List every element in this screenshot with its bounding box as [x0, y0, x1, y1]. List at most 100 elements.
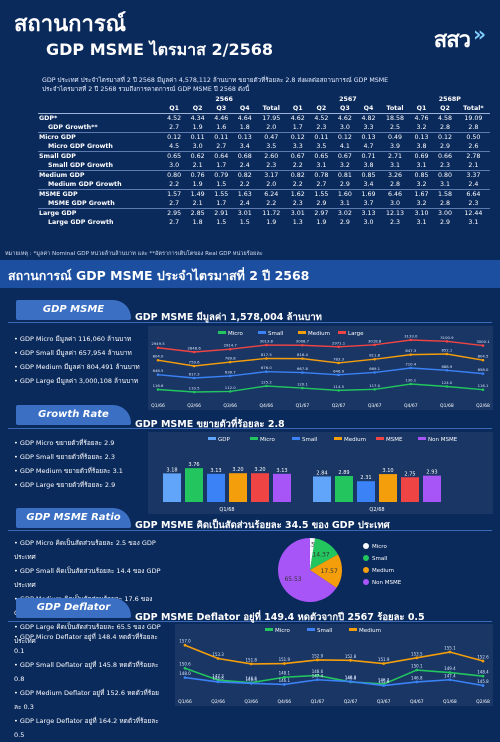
data-label: 148.0	[179, 671, 191, 676]
table-cell: 1.67	[409, 189, 434, 199]
table-row: Small GDP Growth 3.0 2.1 1.7 2.4 2.3 2.2 3.1 3.2…	[38, 161, 490, 171]
table-row: Medium GDP 0.80 0.76 0.79 0.82 3.17 0.82 0.78 0.…	[38, 170, 490, 180]
list-item: GDP Small Deflator อยู่ที่ 145.8 หดตัวที…	[14, 658, 164, 686]
data-label: 145.8	[477, 679, 489, 684]
table-cell: 2.2	[292, 181, 303, 188]
table-cell: 2.85	[185, 208, 210, 218]
table-cell: 3.1	[416, 219, 427, 226]
data-point	[481, 344, 485, 347]
data-point	[156, 358, 160, 362]
data-label: 124.0	[441, 380, 452, 385]
data-label: 146.9	[345, 675, 357, 680]
table-cell: 2.8	[389, 181, 400, 188]
table-cell: 4.76	[414, 115, 429, 122]
data-label: 117.0	[369, 383, 380, 388]
data-label: 146.8	[411, 675, 423, 680]
table-cell: 3.0	[169, 162, 180, 169]
table-cell: 1.62	[286, 189, 310, 199]
table-note: หมายเหตุ : *มูลค่า Nominal GDP หน่วยล้าน…	[5, 251, 263, 257]
table-cell: 1.9	[266, 219, 277, 226]
table-cell: 3.5	[316, 143, 327, 150]
data-label: 667.8	[297, 366, 308, 371]
table-cell: 1.8	[192, 219, 203, 226]
bar-value-label: 3.76	[188, 462, 199, 468]
data-label: 155.1	[444, 646, 456, 651]
data-point	[337, 373, 340, 377]
column-header: Total*	[456, 104, 490, 114]
legend-swatch	[376, 437, 384, 440]
gdp-table: 2566 2567 2568P Q1 Q2 Q3 Q4 Total Q1 Q2 Q3 Q4 Tot…	[38, 95, 490, 227]
column-header: Q4	[233, 104, 257, 114]
table-cell: 3.4	[363, 181, 374, 188]
column-header: Total	[380, 104, 410, 114]
column-header: Q4	[356, 104, 381, 114]
data-label: 116.6	[153, 383, 164, 388]
table-cell: 2.1	[468, 162, 479, 169]
table-row: Micro GDP 0.12 0.11 0.11 0.13 0.47 0.12 0.11 0.1…	[38, 132, 490, 142]
pie-slice-micro	[310, 538, 316, 570]
table-cell: 0.64	[209, 151, 233, 161]
table-cell: 0.11	[209, 132, 233, 142]
section-banner	[0, 260, 500, 288]
table-cell: 2.3	[468, 200, 479, 207]
row-label: GDP Growth**	[48, 124, 98, 131]
column-header: Q2	[185, 104, 210, 114]
bar-value-label: 3.13	[276, 468, 287, 474]
bar	[335, 475, 353, 502]
data-label: 3000.1	[476, 339, 490, 344]
page-title: สถานการณ์	[14, 12, 127, 37]
bar	[313, 476, 331, 502]
data-point	[316, 658, 319, 662]
x-tick-label: Q3/67	[377, 699, 391, 705]
bar-value-label: 3.13	[210, 468, 221, 474]
table-row: MSME GDP 1.57 1.49 1.55 1.63 6.24 1.62 1.55 1.60…	[38, 189, 490, 199]
data-point	[156, 373, 160, 376]
table-cell: 4.62	[290, 115, 305, 122]
slice-label: 17.57	[321, 568, 338, 575]
data-point	[301, 357, 304, 360]
table-cell: 2.0	[266, 181, 277, 188]
data-point	[192, 350, 196, 354]
table-cell: 0.12	[333, 132, 357, 142]
list-item: GDP Large Deflator อยู่ที่ 164.2 หดตัวที…	[14, 714, 164, 742]
bar-value-label: 2.89	[338, 470, 349, 476]
data-point	[282, 675, 286, 679]
data-point	[349, 658, 352, 662]
table-cell: 3.8	[363, 162, 374, 169]
table-cell: 1.5	[239, 219, 250, 226]
x-tick-label: Q1/66	[178, 699, 192, 705]
x-tick-label: Q2/67	[344, 699, 358, 705]
series-line-small	[157, 367, 484, 379]
data-label: 852.1	[441, 348, 452, 353]
legend-swatch	[208, 437, 216, 440]
section-tab-deflator: GDP Deflator	[16, 598, 131, 618]
bar-value-label: 3.18	[166, 467, 177, 473]
data-point	[183, 676, 187, 679]
table-cell: 3.26	[380, 170, 410, 180]
series-line-small	[184, 676, 484, 687]
data-point	[448, 671, 452, 674]
data-label: 3013.8	[260, 339, 274, 344]
row-label: Small GDP	[38, 151, 163, 161]
data-label: 2914.7	[224, 343, 238, 348]
data-label: 147.3	[212, 674, 224, 679]
data-label: 116.1	[478, 383, 489, 388]
table-cell: 3.7	[363, 200, 374, 207]
table-cell: 0.65	[162, 151, 186, 161]
table-row: Medium GDP Growth 2.2 1.9 1.5 2.2 2.0 2.2 2.7 2.…	[38, 180, 490, 190]
table-cell: 2.2	[169, 181, 180, 188]
table-cell: 2.3	[389, 219, 400, 226]
data-label: 146.8	[212, 675, 224, 680]
data-label: 658.0	[478, 367, 489, 372]
data-label: 688.9	[441, 364, 452, 369]
table-cell: 0.82	[233, 170, 257, 180]
data-point	[301, 386, 304, 390]
table-cell: 3.2	[416, 124, 427, 131]
data-label: 152.6	[477, 655, 489, 660]
data-label: 3133.0	[404, 334, 418, 339]
table-cell: 17.95	[262, 115, 281, 122]
data-point	[409, 338, 413, 342]
table-cell: 6.46	[380, 189, 410, 199]
data-label: 148.4	[477, 670, 489, 675]
legend-label: Micro	[228, 331, 243, 337]
